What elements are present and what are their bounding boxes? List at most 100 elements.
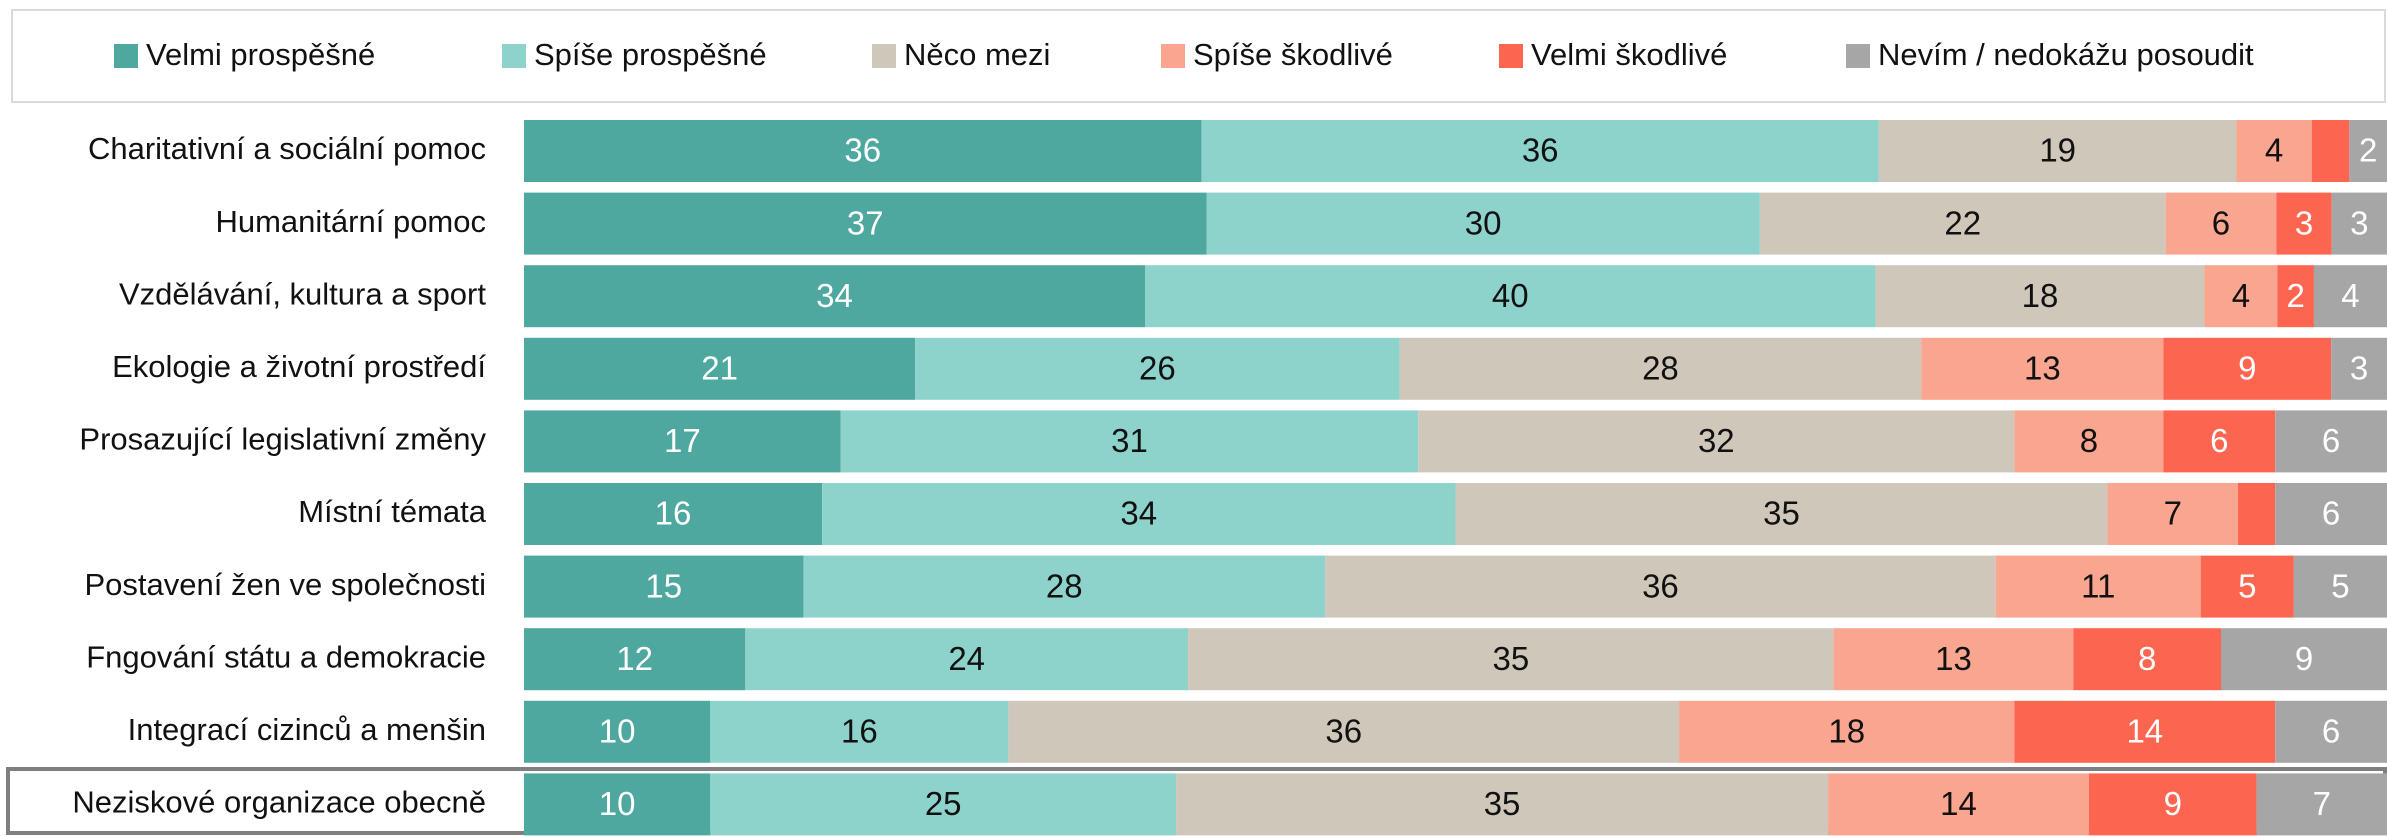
- data-label: 7: [2164, 495, 2182, 532]
- bar-segment: [2088, 773, 2257, 836]
- bar-segment: [2200, 555, 2294, 618]
- bar-segment: [840, 410, 1419, 473]
- data-label: 36: [1642, 567, 1679, 604]
- bar-segment: [1206, 192, 1760, 255]
- data-label: 16: [655, 495, 692, 532]
- bar-segment: [524, 120, 1202, 182]
- bar-segment: [2311, 120, 2350, 182]
- bar-segment: [745, 628, 1189, 691]
- legend-swatch: [1846, 44, 1870, 68]
- data-label: 6: [2212, 204, 2230, 241]
- data-label: 22: [1944, 204, 1981, 241]
- bar-segment: [1418, 410, 2015, 473]
- legend-swatch: [502, 44, 526, 68]
- data-label: 34: [1120, 495, 1157, 532]
- bar-segment: [2349, 120, 2387, 182]
- bar-segment: [2276, 192, 2332, 255]
- data-label: 10: [599, 713, 636, 750]
- bar-segment: [2163, 410, 2276, 473]
- bar-segment: [1176, 773, 1829, 836]
- data-label: 7: [2313, 785, 2331, 822]
- data-label: 13: [2024, 350, 2061, 387]
- bar-segment: [2236, 120, 2312, 182]
- data-label: 19: [2039, 132, 2076, 169]
- data-label: 5: [2331, 567, 2349, 604]
- category-label: Neziskové organizace obecně: [72, 785, 486, 820]
- data-label: 4: [2232, 277, 2250, 314]
- bar-segment: [2165, 192, 2277, 255]
- bar-segment: [1455, 483, 2108, 545]
- bar-segment: [1679, 700, 2015, 763]
- bar-segment: [1759, 192, 2166, 255]
- data-label: 11: [2081, 567, 2115, 604]
- data-label: 9: [2295, 640, 2313, 677]
- bar-segment: [2275, 483, 2387, 545]
- data-label: 40: [1492, 277, 1529, 314]
- bar-segment: [1875, 265, 2205, 328]
- legend-label: Spíše prospěšné: [534, 37, 767, 72]
- bar-segment: [1188, 628, 1834, 691]
- data-label: 28: [1046, 567, 1083, 604]
- bar-segment: [2204, 265, 2278, 328]
- bar-segment: [710, 700, 1009, 763]
- data-label: 25: [925, 785, 962, 822]
- bar-segment: [2331, 192, 2387, 255]
- bar-segment: [1995, 555, 2201, 618]
- bar-segment: [1399, 337, 1922, 400]
- data-label: 3: [2350, 204, 2368, 241]
- category-label: Humanitární pomoc: [215, 204, 486, 239]
- category-label: Postavení žen ve společnosti: [84, 567, 486, 602]
- bar-segment: [2163, 337, 2332, 400]
- data-label: 9: [2238, 350, 2256, 387]
- data-label: 8: [2080, 422, 2098, 459]
- data-label: 6: [2210, 422, 2228, 459]
- bar-segment: [2293, 555, 2387, 618]
- data-label: 37: [847, 204, 884, 241]
- data-label: 24: [948, 640, 985, 677]
- legend-label: Velmi prospěšné: [146, 37, 375, 72]
- category-label: Charitativní a sociální pomoc: [88, 131, 486, 166]
- category-label: Integrací cizinců a menšin: [128, 712, 486, 747]
- data-label: 6: [2322, 713, 2340, 750]
- bar-segment: [2256, 773, 2387, 836]
- bar-segment: [1833, 628, 2074, 691]
- legend-swatch: [872, 44, 896, 68]
- data-label: 36: [844, 132, 881, 169]
- legend-swatch: [114, 44, 138, 68]
- data-label: 14: [2126, 713, 2163, 750]
- data-label: 4: [2265, 132, 2283, 169]
- bar-segment: [2220, 628, 2387, 691]
- bar-segment: [2313, 265, 2387, 328]
- data-label: 8: [2138, 640, 2156, 677]
- category-label: Místní témata: [298, 494, 487, 529]
- data-label: 18: [2022, 277, 2059, 314]
- bar-segment: [2107, 483, 2238, 545]
- category-label: Prosazující legislativní změny: [79, 422, 486, 457]
- bar-segment: [1325, 555, 1996, 618]
- data-label: 18: [1828, 713, 1865, 750]
- data-label: 3: [2350, 350, 2368, 387]
- bar-segment: [1828, 773, 2089, 836]
- data-label: 26: [1139, 350, 1176, 387]
- category-label: Ekologie a životní prostředí: [112, 349, 486, 384]
- bar-segment: [915, 337, 1400, 400]
- bar-segment: [1201, 120, 1879, 182]
- data-label: 2: [2359, 132, 2377, 169]
- data-label: 16: [841, 713, 878, 750]
- data-label: 17: [664, 422, 701, 459]
- bar-segment: [2237, 483, 2276, 545]
- bar-segment: [2331, 337, 2387, 400]
- data-label: 30: [1465, 204, 1502, 241]
- category-label: Vzdělávání, kultura a sport: [119, 276, 486, 311]
- data-label: 5: [2238, 567, 2256, 604]
- bar-segment: [524, 628, 746, 691]
- data-label: 21: [701, 350, 738, 387]
- bar-segment: [524, 483, 823, 545]
- bar-segment: [524, 265, 1145, 328]
- data-label: 4: [2341, 277, 2359, 314]
- bar-segment: [524, 410, 841, 473]
- category-label: Fngování státu a demokracie: [86, 639, 486, 674]
- legend-label: Nevím / nedokážu posoudit: [1878, 37, 2254, 72]
- bar-segment: [822, 483, 1456, 545]
